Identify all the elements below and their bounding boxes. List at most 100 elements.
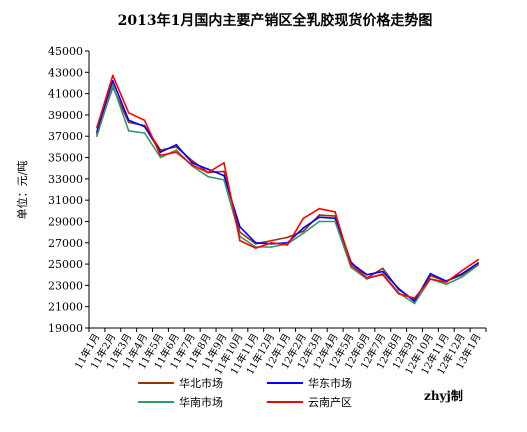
data-point xyxy=(238,239,241,242)
data-point xyxy=(223,179,225,181)
data-point xyxy=(254,247,257,249)
y-tick-label: 41000 xyxy=(48,88,83,101)
data-point xyxy=(429,278,432,280)
y-tick-label: 29000 xyxy=(48,215,83,228)
data-point xyxy=(223,161,225,164)
data-point xyxy=(175,149,178,151)
data-point xyxy=(207,171,210,174)
data-point xyxy=(223,170,225,173)
legend-label-2: 华南市场 xyxy=(179,395,223,409)
y-tick-label: 27000 xyxy=(48,237,83,250)
data-point xyxy=(334,220,337,223)
data-point xyxy=(318,216,321,219)
series-line-0 xyxy=(96,86,479,302)
data-point xyxy=(175,151,178,154)
data-point xyxy=(270,246,273,248)
data-point xyxy=(191,159,194,162)
data-point xyxy=(302,217,305,220)
data-point xyxy=(143,119,146,122)
y-axis-ticks: 19000 21000 23000 25000 27000 29000 31000 33000… xyxy=(48,45,89,335)
data-point xyxy=(461,269,464,272)
y-tick-label: 21000 xyxy=(48,301,83,314)
y-tick-label: 33000 xyxy=(48,173,83,186)
data-point xyxy=(270,239,273,242)
data-point xyxy=(397,287,400,290)
data-point xyxy=(270,241,273,244)
data-point xyxy=(143,125,146,128)
data-point xyxy=(191,164,194,166)
watermark-text: zhyj制 xyxy=(424,388,463,403)
data-point xyxy=(477,264,479,267)
data-point xyxy=(413,302,416,305)
chart-title: 2013年1月国内主要产销区全乳胶现货价格走势图 xyxy=(118,12,433,29)
data-point xyxy=(366,277,368,279)
series-line-2 xyxy=(96,84,479,305)
data-point xyxy=(111,79,114,82)
data-point xyxy=(286,244,289,246)
data-point xyxy=(318,207,321,210)
data-point xyxy=(302,226,305,229)
y-tick-label: 35000 xyxy=(48,152,83,165)
data-point xyxy=(397,293,400,295)
y-tick-label: 23000 xyxy=(48,279,83,292)
data-point xyxy=(286,236,289,239)
data-point xyxy=(318,220,321,223)
data-point xyxy=(254,241,257,244)
data-point xyxy=(477,262,479,264)
y-tick-label: 25000 xyxy=(48,258,83,271)
y-tick-label: 19000 xyxy=(48,322,83,335)
data-point xyxy=(96,126,98,129)
data-point xyxy=(461,272,464,275)
data-point xyxy=(381,273,384,276)
y-tick-label: 37000 xyxy=(48,130,83,143)
x-axis-ticks: 11年1月11年2月11年3月11年4月11年5月11年6月11年7月11年8月… xyxy=(72,328,487,377)
data-point xyxy=(127,130,130,132)
data-point xyxy=(175,143,178,146)
data-point xyxy=(159,156,162,159)
data-point xyxy=(445,281,448,284)
data-point xyxy=(302,230,305,232)
y-tick-label: 31000 xyxy=(48,194,83,207)
data-point xyxy=(350,264,352,267)
data-point xyxy=(159,154,162,157)
data-point xyxy=(143,132,146,134)
y-tick-label: 45000 xyxy=(48,45,83,58)
data-point xyxy=(381,270,384,273)
y-axis-label: 单位：元/吨 xyxy=(15,161,29,220)
legend-label-3: 云南产区 xyxy=(308,395,352,409)
data-point xyxy=(413,297,416,300)
data-point xyxy=(111,84,114,86)
y-tick-label: 39000 xyxy=(48,109,83,122)
data-point xyxy=(111,74,114,77)
axes xyxy=(88,51,486,329)
legend-label-1: 华东市场 xyxy=(308,376,352,390)
data-point xyxy=(302,232,305,235)
series-line-3 xyxy=(96,74,479,300)
data-point xyxy=(207,175,210,178)
legend-label-0: 华北市场 xyxy=(179,376,223,390)
data-point xyxy=(318,214,321,216)
data-point xyxy=(477,258,479,261)
data-point xyxy=(366,273,368,276)
data-point xyxy=(334,210,337,213)
data-point xyxy=(429,272,432,275)
data-point xyxy=(334,217,337,220)
data-point xyxy=(381,267,384,270)
data-point xyxy=(238,225,241,228)
data-point xyxy=(461,275,464,278)
data-point xyxy=(191,161,194,164)
data-point xyxy=(127,111,130,114)
series-line-1 xyxy=(96,80,479,303)
data-point xyxy=(96,135,98,138)
data-point xyxy=(445,283,448,286)
series-lines xyxy=(96,74,479,305)
y-tick-label: 43000 xyxy=(48,66,83,79)
data-point xyxy=(207,168,210,171)
data-point xyxy=(350,266,352,269)
data-point xyxy=(223,174,225,177)
data-point xyxy=(127,119,130,122)
data-point xyxy=(127,121,130,124)
